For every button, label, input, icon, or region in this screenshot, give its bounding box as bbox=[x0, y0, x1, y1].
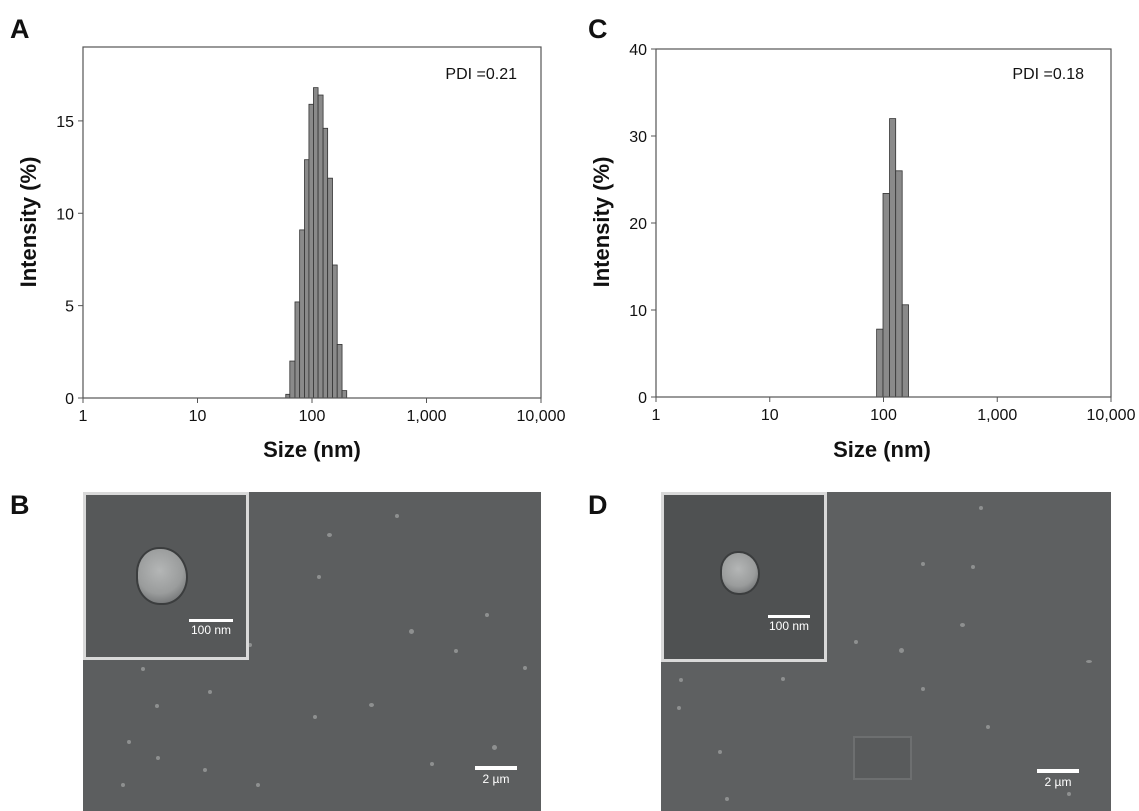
panel-label-b: B bbox=[10, 490, 30, 520]
sem-d-nanoparticle bbox=[720, 551, 760, 595]
chart-c-ytick-label: 40 bbox=[629, 42, 647, 59]
chart-c-ylabel: Intensity (%) bbox=[589, 157, 614, 288]
chart-c-annotation: PDI =0.18 bbox=[1012, 66, 1084, 83]
sem-particle bbox=[523, 666, 527, 670]
sem-particle bbox=[317, 575, 321, 579]
sem-particle bbox=[313, 715, 317, 719]
sem-particle bbox=[854, 640, 858, 644]
chart-c-xtick-label: 1 bbox=[652, 407, 661, 424]
sem-particle bbox=[492, 745, 497, 750]
chart-a-ytick-label: 5 bbox=[65, 299, 74, 316]
sem-particle bbox=[141, 667, 145, 671]
sem-particle bbox=[1086, 660, 1092, 663]
sem-particle bbox=[155, 704, 159, 708]
panel-label-d: D bbox=[588, 490, 608, 520]
sem-d-inset-scale-label: 100 nm bbox=[768, 619, 810, 633]
chart-c-bar bbox=[876, 328, 884, 398]
chart-c-bar bbox=[882, 193, 890, 398]
chart-a-xtick-label: 10,000 bbox=[517, 408, 566, 425]
panel-label-c: C bbox=[588, 14, 608, 44]
chart-c-bar bbox=[895, 170, 903, 398]
sem-particle bbox=[203, 768, 207, 772]
sem-particle bbox=[1067, 792, 1071, 796]
sem-d-surface-artifact bbox=[853, 736, 912, 780]
sem-particle bbox=[409, 629, 414, 634]
sem-d-scale-bar: 2 µm bbox=[1037, 769, 1079, 789]
chart-c-dls-histogram: 1 10 100 1,000 10,000 0 10 20 30 40 PDI =0.18 Si… bbox=[589, 42, 1136, 462]
sem-particle bbox=[430, 762, 434, 766]
sem-particle bbox=[899, 648, 904, 653]
chart-c-xtick-label: 10 bbox=[761, 407, 779, 424]
chart-a-ytick-label: 15 bbox=[56, 114, 74, 131]
chart-c-xlabel: Size (nm) bbox=[833, 437, 931, 462]
chart-a-ylabel: Intensity (%) bbox=[16, 157, 41, 288]
sem-particle bbox=[921, 562, 925, 566]
chart-c-ytick-label: 30 bbox=[629, 129, 647, 146]
sem-b-inset: 100 nm bbox=[83, 492, 249, 660]
sem-b-nanoparticle bbox=[136, 547, 188, 605]
sem-particle bbox=[248, 643, 252, 647]
sem-particle bbox=[986, 725, 990, 729]
chart-c-xtick-label: 10,000 bbox=[1087, 407, 1136, 424]
sem-particle bbox=[156, 756, 160, 760]
sem-particle bbox=[369, 703, 374, 707]
chart-a-dls-histogram: 1 10 100 1,000 10,000 0 5 10 15 PDI =0.21 Size … bbox=[16, 46, 566, 462]
chart-a-ytick-label: 10 bbox=[56, 206, 74, 223]
sem-particle bbox=[327, 533, 332, 537]
panel-label-a: A bbox=[10, 14, 30, 44]
sem-particle bbox=[677, 706, 681, 710]
chart-a-xtick-label: 1,000 bbox=[406, 408, 446, 425]
sem-d-scale-label: 2 µm bbox=[1044, 775, 1072, 789]
sem-d-inset: 100 nm bbox=[661, 492, 827, 662]
chart-c-ytick-label: 10 bbox=[629, 303, 647, 320]
chart-c-xtick-label: 1,000 bbox=[977, 407, 1017, 424]
sem-particle bbox=[979, 506, 983, 510]
sem-b-scale-label: 2 µm bbox=[482, 772, 510, 786]
chart-a-xtick-label: 1 bbox=[79, 408, 88, 425]
sem-d-inset-scale-bar: 100 nm bbox=[768, 615, 810, 633]
sem-particle bbox=[971, 565, 975, 569]
chart-c-bar bbox=[901, 304, 909, 398]
sem-particle bbox=[395, 514, 399, 518]
chart-c-xtick-label: 100 bbox=[870, 407, 897, 424]
chart-a-annotation: PDI =0.21 bbox=[445, 66, 517, 83]
sem-particle bbox=[718, 750, 722, 754]
sem-particle bbox=[921, 687, 925, 691]
sem-particle bbox=[256, 783, 260, 787]
chart-c-ytick-label: 20 bbox=[629, 216, 647, 233]
sem-particle bbox=[208, 690, 212, 694]
chart-c-ytick-label: 0 bbox=[638, 390, 647, 407]
sem-b-inset-scale-bar: 100 nm bbox=[189, 619, 233, 637]
sem-particle bbox=[725, 797, 729, 801]
chart-a-ytick-label: 0 bbox=[65, 391, 74, 408]
sem-particle bbox=[454, 649, 458, 653]
sem-particle bbox=[781, 677, 785, 681]
chart-a-xlabel: Size (nm) bbox=[263, 437, 361, 462]
sem-particle bbox=[121, 783, 125, 787]
sem-b-scale-bar: 2 µm bbox=[475, 766, 517, 786]
sem-b-inset-scale-label: 100 nm bbox=[190, 623, 232, 637]
sem-particle bbox=[679, 678, 683, 682]
chart-a-xtick-label: 100 bbox=[299, 408, 326, 425]
sem-particle bbox=[485, 613, 489, 617]
chart-c-bar bbox=[889, 118, 897, 398]
chart-a-xtick-label: 10 bbox=[189, 408, 207, 425]
sem-particle bbox=[127, 740, 131, 744]
sem-particle bbox=[960, 623, 965, 627]
